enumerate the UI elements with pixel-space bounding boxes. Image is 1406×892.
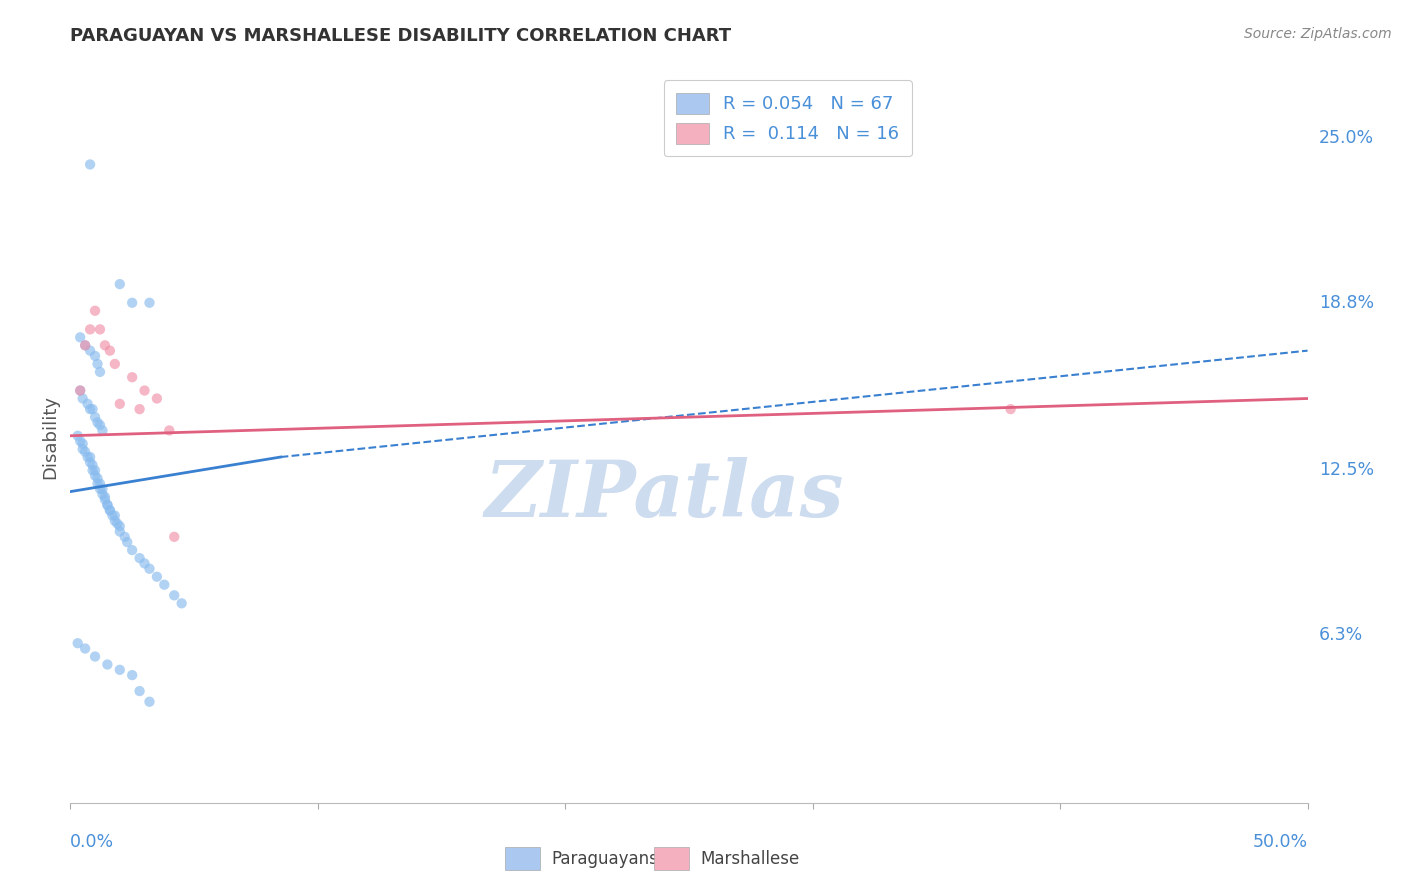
Point [84, 410, 107, 425]
Point [89, 476, 111, 491]
Text: 6.3%: 6.3% [1319, 626, 1362, 644]
Point [91, 482, 114, 496]
Point [134, 384, 156, 398]
Point [86, 476, 108, 491]
Point [84, 349, 107, 363]
Point [94, 492, 117, 507]
Point [104, 508, 127, 523]
Point [121, 370, 143, 384]
Text: Paraguayans: Paraguayans [551, 849, 658, 868]
Point [89, 365, 111, 379]
Point [79, 322, 101, 336]
Point [128, 551, 150, 566]
Text: 0.0%: 0.0% [70, 833, 114, 851]
Text: ZIPatlas: ZIPatlas [485, 458, 844, 533]
Point [75, 338, 97, 352]
Text: 50.0%: 50.0% [1253, 833, 1308, 851]
Point [69, 434, 91, 448]
Legend: R = 0.054   N = 67, R =  0.114   N = 16: R = 0.054 N = 67, R = 0.114 N = 16 [664, 80, 912, 156]
Point [128, 402, 150, 417]
Point [89, 418, 111, 433]
Text: Marshallese: Marshallese [700, 849, 800, 868]
Point [82, 402, 104, 417]
Point [138, 295, 160, 310]
Point [84, 303, 107, 318]
Point [138, 562, 160, 576]
Point [108, 397, 131, 411]
Point [128, 684, 150, 698]
Point [115, 535, 138, 549]
Point [121, 543, 143, 558]
Point [98, 343, 121, 358]
Point [98, 503, 121, 517]
Point [94, 490, 117, 504]
Point [163, 530, 186, 544]
Point [146, 392, 169, 406]
Point [89, 322, 111, 336]
Point [157, 424, 180, 438]
Point [108, 277, 131, 292]
Point [79, 402, 101, 417]
Point [121, 668, 143, 682]
Point [96, 498, 118, 512]
Point [69, 330, 91, 344]
Point [66, 429, 89, 443]
Point [98, 503, 121, 517]
Point [69, 384, 91, 398]
Point [69, 384, 91, 398]
Point [82, 458, 104, 472]
Point [121, 295, 143, 310]
Point [104, 514, 127, 528]
Point [91, 424, 114, 438]
Point [96, 657, 118, 672]
Point [72, 392, 94, 406]
Point [170, 596, 193, 610]
Point [1000, 402, 1022, 417]
Point [86, 471, 108, 485]
Point [101, 508, 124, 523]
Point [84, 463, 107, 477]
Point [79, 343, 101, 358]
Point [66, 636, 89, 650]
Point [146, 570, 169, 584]
Point [84, 649, 107, 664]
Point [79, 455, 101, 469]
Point [134, 557, 156, 571]
Text: 25.0%: 25.0% [1319, 128, 1374, 147]
Y-axis label: Disability: Disability [41, 395, 59, 479]
Point [108, 519, 131, 533]
Point [153, 577, 176, 591]
Point [104, 357, 127, 371]
Point [75, 641, 97, 656]
Point [75, 338, 97, 352]
Text: PARAGUAYAN VS MARSHALLESE DISABILITY CORRELATION CHART: PARAGUAYAN VS MARSHALLESE DISABILITY COR… [70, 27, 731, 45]
Point [89, 482, 111, 496]
Point [76, 450, 98, 464]
Point [79, 157, 101, 171]
Point [82, 463, 104, 477]
Point [76, 397, 98, 411]
Point [108, 663, 131, 677]
Point [94, 338, 117, 352]
Text: 18.8%: 18.8% [1319, 293, 1374, 312]
Point [163, 588, 186, 602]
Point [105, 516, 128, 531]
Point [86, 416, 108, 430]
Point [91, 487, 114, 501]
Point [138, 695, 160, 709]
Text: 12.5%: 12.5% [1319, 461, 1374, 479]
Text: Source: ZipAtlas.com: Source: ZipAtlas.com [1244, 27, 1392, 41]
Point [79, 450, 101, 464]
Point [114, 530, 136, 544]
Point [86, 357, 108, 371]
Point [108, 524, 131, 539]
Point [72, 436, 94, 450]
Point [72, 442, 94, 456]
Point [96, 498, 118, 512]
Point [75, 444, 97, 458]
Point [84, 468, 107, 483]
